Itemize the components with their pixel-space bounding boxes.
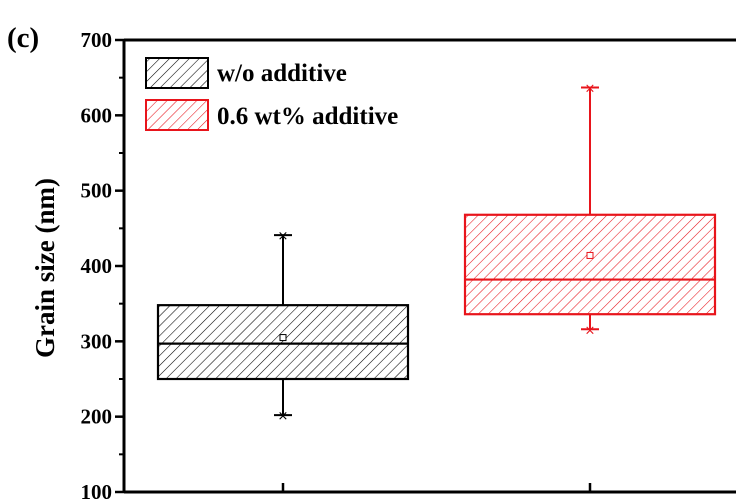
y-tick-label: 700: [81, 28, 113, 52]
legend-label-wo-additive: w/o additive: [217, 60, 347, 87]
box-series-group: ××××: [156, 81, 717, 424]
legend-label-additive: 0.6 wt% additive: [217, 103, 398, 130]
y-axis-title: Grain size (nm): [30, 178, 60, 358]
legend-swatch-additive: [145, 99, 209, 131]
y-tick-label: 100: [81, 480, 113, 503]
mean-marker: [586, 251, 594, 259]
y-tick-label: 200: [81, 405, 113, 429]
y-tick-label: 600: [81, 103, 113, 127]
interquartile-box: [463, 213, 717, 316]
min-marker: ×: [585, 323, 596, 338]
mean-marker: [279, 334, 287, 342]
y-tick-label: 300: [81, 329, 113, 353]
y-tick-label: 400: [81, 254, 113, 278]
y-tick-label: 500: [81, 179, 113, 203]
box-0: ××: [156, 229, 410, 424]
legend-swatch-wo-additive: [145, 57, 209, 89]
legend: w/o additive 0.6 wt% additive: [145, 57, 398, 131]
panel-label: (c): [7, 22, 39, 54]
interquartile-box: [156, 304, 410, 381]
max-marker: ×: [278, 229, 289, 244]
min-marker: ×: [278, 409, 289, 424]
y-axis-ticks: 100 200 300 400 500 600 700: [81, 28, 592, 503]
box-1: ××: [463, 81, 717, 338]
max-marker: ×: [585, 81, 596, 96]
